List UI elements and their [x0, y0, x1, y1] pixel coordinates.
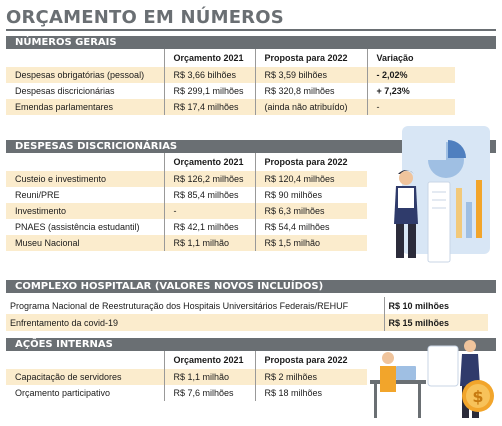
cell: R$ 1,1 milhão [163, 235, 255, 251]
cell: R$ 18 milhões [254, 385, 367, 401]
cell: R$ 42,1 milhões [163, 219, 255, 235]
cell: R$ 120,4 milhões [254, 171, 367, 187]
section-heading-internas: AÇÕES INTERNAS [6, 338, 496, 351]
variation-cell: + 7,23% [366, 83, 455, 99]
variation-cell: - 2,02% [366, 67, 455, 83]
cell: R$ 85,4 milhões [163, 187, 255, 203]
row-label: Museu Nacional [6, 235, 164, 251]
cell: R$ 2 milhões [254, 369, 367, 385]
section-heading-discricionarias: DESPESAS DISCRICIONÁRIAS [6, 140, 496, 153]
col-header [6, 351, 164, 369]
cell: R$ 126,2 milhões [163, 171, 255, 187]
svg-text:$: $ [472, 387, 483, 406]
cell: R$ 15 milhões [383, 314, 488, 331]
cell: (ainda não atribuído) [254, 99, 367, 115]
col-header: Variação [366, 49, 455, 67]
row-label: Emendas parlamentares [6, 99, 164, 115]
table-hospitalar: Programa Nacional de Reestruturação dos … [6, 297, 488, 331]
table-row: Investimento - R$ 6,3 milhões [6, 203, 367, 219]
table-row: Custeio e investimento R$ 126,2 milhões … [6, 171, 367, 187]
table-row: Enfrentamento da covid-19 R$ 15 milhões [6, 314, 488, 331]
table-row: Despesas obrigatórias (pessoal) R$ 3,66 … [6, 67, 455, 83]
row-label: Custeio e investimento [6, 171, 164, 187]
col-header: Orçamento 2021 [163, 153, 255, 171]
cell: R$ 3,66 bilhões [163, 67, 255, 83]
col-header: Proposta para 2022 [254, 153, 367, 171]
col-header [6, 49, 164, 67]
col-header: Proposta para 2022 [254, 351, 367, 369]
finance-chart-illustration [394, 126, 490, 263]
table-row: Emendas parlamentares R$ 17,4 milhões (a… [6, 99, 455, 115]
cell: - [163, 203, 255, 219]
row-label: Programa Nacional de Reestruturação dos … [6, 297, 384, 314]
variation-cell: - [366, 99, 455, 115]
cell: R$ 6,3 milhões [254, 203, 367, 219]
section-heading-hospitalar: COMPLEXO HOSPITALAR (VALORES NOVOS INCLU… [6, 280, 496, 293]
cell: R$ 320,8 milhões [254, 83, 367, 99]
section-heading-gerais: NÚMEROS GERAIS [6, 36, 496, 49]
row-label: Capacitação de servidores [6, 369, 164, 385]
cell: R$ 10 milhões [383, 297, 488, 314]
row-label: Despesas discricionárias [6, 83, 164, 99]
cell: R$ 3,59 bilhões [254, 67, 367, 83]
cell: R$ 7,6 milhões [163, 385, 255, 401]
row-label: Orçamento participativo [6, 385, 164, 401]
cell: R$ 17,4 milhões [163, 99, 255, 115]
table-row: Reuni/PRE R$ 85,4 milhões R$ 90 milhões [6, 187, 367, 203]
table-row: Museu Nacional R$ 1,1 milhão R$ 1,5 milh… [6, 235, 367, 251]
table-discricionarias: Orçamento 2021 Proposta para 2022 Custei… [6, 153, 367, 251]
col-header: Orçamento 2021 [163, 351, 255, 369]
title-divider [6, 29, 496, 31]
cell: R$ 54,4 milhões [254, 219, 367, 235]
table-row: Despesas discricionárias R$ 299,1 milhõe… [6, 83, 455, 99]
cell: R$ 1,5 milhão [254, 235, 367, 251]
table-internas: Orçamento 2021 Proposta para 2022 Capaci… [6, 351, 367, 401]
coin-dollar-illustration: $ [370, 340, 494, 418]
col-header: Proposta para 2022 [254, 49, 367, 67]
row-label: Despesas obrigatórias (pessoal) [6, 67, 164, 83]
table-gerais: Orçamento 2021 Proposta para 2022 Variaç… [6, 49, 455, 115]
table-row: Programa Nacional de Reestruturação dos … [6, 297, 488, 314]
table-row: Capacitação de servidores R$ 1,1 milhão … [6, 369, 367, 385]
row-label: Investimento [6, 203, 164, 219]
table-row: PNAES (assistência estudantil) R$ 42,1 m… [6, 219, 367, 235]
row-label: Reuni/PRE [6, 187, 164, 203]
col-header [6, 153, 164, 171]
table-row: Orçamento participativo R$ 7,6 milhões R… [6, 385, 367, 401]
row-label: Enfrentamento da covid-19 [6, 314, 384, 331]
cell: R$ 299,1 milhões [163, 83, 255, 99]
row-label: PNAES (assistência estudantil) [6, 219, 164, 235]
cell: R$ 90 milhões [254, 187, 367, 203]
page-title: ORÇAMENTO EM NÚMEROS [6, 7, 284, 28]
cell: R$ 1,1 milhão [163, 369, 255, 385]
col-header: Orçamento 2021 [163, 49, 255, 67]
